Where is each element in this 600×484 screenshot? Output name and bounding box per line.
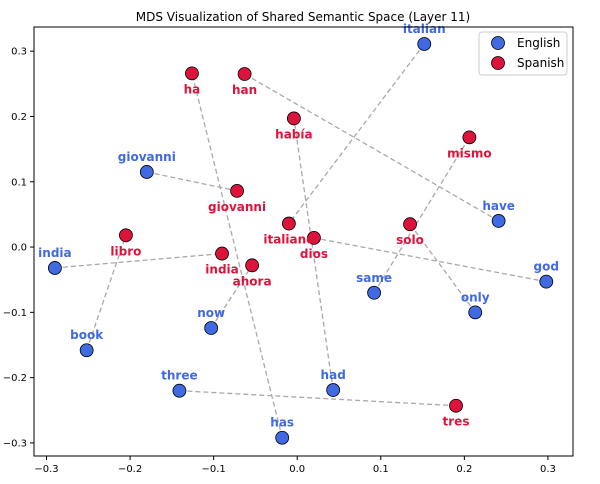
- point-label-english-only: only: [461, 290, 490, 304]
- point-spanish-ha: [185, 66, 199, 81]
- legend: English Spanish: [478, 31, 568, 76]
- x-tick-label: 0.2: [456, 464, 472, 475]
- point-label-spanish-india: india: [205, 263, 238, 277]
- point-english-italian: [417, 37, 432, 51]
- point-label-spanish-solo: solo: [396, 233, 424, 247]
- pair-line-india-india: [54, 252, 223, 269]
- point-label-english-now: now: [197, 306, 225, 320]
- y-tick-label: 0.0: [11, 243, 27, 254]
- point-english-has: [275, 430, 290, 445]
- legend-label-english: English: [517, 36, 560, 50]
- point-label-english-three: three: [161, 369, 197, 383]
- x-tick-label: −0.2: [118, 464, 142, 475]
- point-english-only: [468, 305, 483, 320]
- y-axis-ticks: −0.3 −0.2 −0.1 0.0 0.1 0.2 0.3: [3, 47, 34, 449]
- point-label-english-giovanni: giovanni: [118, 150, 176, 164]
- point-spanish-ahora: [245, 258, 260, 273]
- point-label-spanish-mismo: mismo: [447, 146, 492, 160]
- pair-line-only-solo: [409, 223, 476, 313]
- x-tick-label: −0.3: [34, 464, 58, 475]
- point-label-english-india: india: [38, 246, 71, 260]
- point-english-now: [204, 321, 219, 335]
- pair-line-giovanni-giovanni: [146, 171, 238, 192]
- x-tick-label: 0.0: [289, 464, 305, 475]
- chart-title: MDS Visualization of Shared Semantic Spa…: [136, 10, 470, 24]
- point-english-india: [47, 261, 62, 275]
- point-label-spanish-han: han: [232, 83, 257, 97]
- x-tick-label: −0.1: [202, 464, 226, 475]
- point-labels: italian giovanni have india god same only now bo…: [38, 22, 559, 430]
- y-tick-label: −0.1: [3, 308, 27, 319]
- point-english-same: [367, 285, 382, 300]
- x-axis-ticks: −0.3 −0.2 −0.1 0.0 0.1 0.2 0.3: [34, 456, 556, 475]
- point-label-spanish-habia: había: [275, 127, 312, 141]
- point-spanish-libro: [119, 228, 133, 243]
- point-spanish-tres: [449, 398, 463, 413]
- point-spanish-giovanni: [230, 183, 244, 198]
- pair-line-book-libro: [86, 235, 127, 351]
- point-english-god: [539, 274, 554, 289]
- axes: −0.3 −0.2 −0.1 0.0 0.1 0.2 0.3 −0.3 −0.2 −0.1 0.0…: [3, 26, 574, 475]
- point-spanish-mismo: [462, 130, 477, 145]
- point-label-english-has: has: [270, 416, 294, 430]
- point-english-have: [491, 214, 506, 228]
- point-label-english-same: same: [356, 271, 392, 285]
- y-tick-label: −0.3: [3, 438, 27, 449]
- point-spanish-italiano: [281, 216, 296, 231]
- point-label-spanish-ha: ha: [184, 82, 201, 96]
- point-label-spanish-libro: libro: [110, 244, 141, 258]
- point-label-spanish-giovanni: giovanni: [208, 200, 266, 214]
- pair-line-now-ahora: [210, 264, 253, 329]
- data-points: [47, 37, 554, 445]
- point-label-english-have: have: [482, 199, 515, 213]
- point-label-english-had: had: [321, 368, 346, 382]
- pair-line-same-mismo: [373, 137, 470, 294]
- point-label-english-book: book: [70, 328, 104, 342]
- point-spanish-han: [237, 67, 252, 81]
- point-spanish-solo: [403, 217, 417, 232]
- pair-line-three-tres: [179, 390, 457, 407]
- pair-line-had-habia: [293, 118, 334, 391]
- point-english-giovanni: [139, 165, 154, 179]
- legend-label-spanish: Spanish: [517, 56, 564, 70]
- legend-marker-spanish: [491, 56, 505, 70]
- point-spanish-india: [215, 246, 229, 261]
- plot-frame: [33, 26, 574, 457]
- x-tick-label: 0.1: [373, 464, 389, 475]
- pair-line-has-ha: [191, 73, 283, 438]
- point-english-had: [326, 383, 341, 397]
- point-english-book: [79, 343, 94, 358]
- point-english-three: [172, 383, 187, 398]
- point-label-spanish-ahora: ahora: [233, 274, 272, 288]
- point-label-english-italian: italian: [403, 22, 446, 36]
- y-tick-label: 0.3: [11, 47, 27, 58]
- pair-lines: [54, 43, 547, 438]
- point-label-spanish-dios: dios: [300, 247, 328, 261]
- y-tick-label: 0.2: [11, 112, 27, 123]
- y-tick-label: 0.1: [11, 177, 27, 188]
- y-tick-label: −0.2: [3, 373, 27, 384]
- point-label-spanish-italiano: italiano: [263, 233, 314, 247]
- point-label-spanish-tres: tres: [443, 415, 470, 429]
- x-tick-label: 0.3: [540, 464, 556, 475]
- pair-line-have-han: [244, 73, 499, 222]
- legend-marker-english: [491, 36, 505, 50]
- point-spanish-dios: [307, 231, 321, 245]
- point-label-english-god: god: [534, 260, 559, 274]
- pair-line-god-dios: [313, 237, 547, 283]
- pair-line-italian-italiano: [288, 43, 425, 224]
- point-spanish-habia: [286, 111, 301, 126]
